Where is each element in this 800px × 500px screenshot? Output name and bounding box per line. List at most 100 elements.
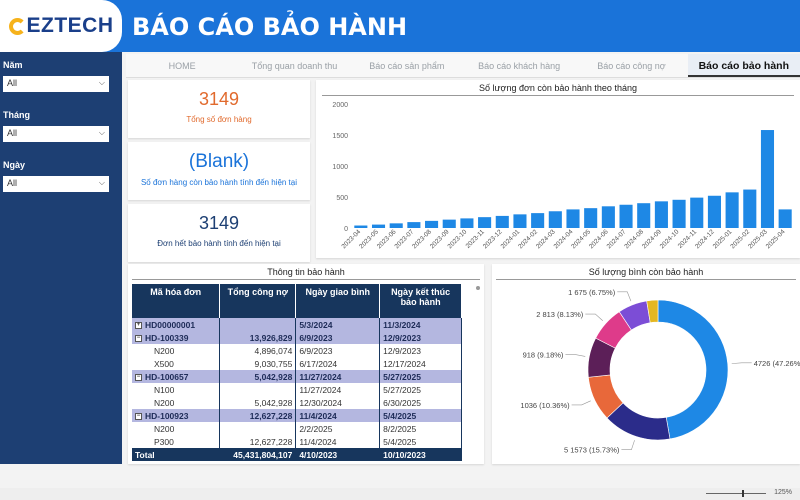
table-cell [219, 422, 297, 435]
cell-text: 12/9/2023 [383, 345, 421, 356]
cell-text: 5,042,928 [254, 371, 293, 382]
table-cell: N200 [132, 344, 221, 357]
bar[interactable] [778, 209, 792, 228]
slice-label: 4726 (47.26%) [754, 359, 800, 368]
table-row[interactable]: N100 11/27/2024 5/27/2025 [132, 383, 462, 396]
table-cell: 5/4/2025 [379, 435, 462, 448]
plus-icon[interactable]: + [135, 321, 142, 329]
table-row[interactable]: P300 12,627,228 11/4/2024 5/4/2025 [132, 435, 462, 448]
bar[interactable] [354, 225, 368, 228]
bar[interactable] [584, 208, 598, 228]
y-tick-label: 2000 [332, 102, 348, 109]
kpi-label: Tổng số đơn hàng [186, 115, 252, 124]
total-cell: Total [132, 448, 221, 461]
cell-text: 5/27/2025 [383, 384, 421, 395]
bar[interactable] [478, 217, 492, 228]
bar[interactable] [513, 214, 527, 228]
col-warranty-end[interactable]: Ngày kết thúc bảo hành [379, 284, 462, 318]
day-filter-dropdown[interactable]: All ⌵ [3, 176, 109, 192]
eztech-logo: EZTECH [0, 0, 122, 52]
cell-text: 6/9/2023 [299, 332, 333, 343]
col-total-debt[interactable]: Tổng công nợ [219, 284, 297, 318]
bar[interactable] [672, 199, 686, 228]
tab-debt-report[interactable]: Báo cáo công nợ [597, 61, 666, 71]
bar[interactable] [371, 224, 386, 228]
tab-product-report[interactable]: Báo cáo sản phẩm [369, 61, 445, 71]
warranty-info-table-panel: Thông tin bảo hành Mã hóa đơn Tổng công … [128, 264, 484, 464]
table-cell: 12,627,228 [219, 435, 297, 448]
bar[interactable] [531, 213, 545, 228]
cell-text: HD-100657 [145, 371, 189, 382]
table-header-row: Mã hóa đơn Tổng công nợ Ngày giao bình N… [132, 284, 462, 318]
bar[interactable] [460, 218, 474, 228]
year-filter-dropdown[interactable]: All ⌵ [3, 76, 109, 92]
cell-text: 12/30/2024 [299, 397, 342, 408]
kpi-card-total-orders: 3149 Tổng số đơn hàng [128, 80, 310, 138]
total-cell: 4/10/2023 [295, 448, 381, 461]
cell-text: N200 [154, 397, 175, 408]
donut-slice[interactable] [657, 299, 729, 440]
zoom-slider-thumb[interactable] [742, 490, 744, 497]
minus-icon[interactable]: − [135, 373, 142, 381]
tab-revenue-overview[interactable]: Tổng quan doanh thu [251, 61, 338, 71]
bar[interactable] [566, 209, 580, 228]
table-scrollbar[interactable] [476, 286, 480, 290]
minus-icon[interactable]: − [135, 412, 142, 420]
cell-text: X500 [154, 358, 174, 369]
bar[interactable] [637, 203, 651, 228]
bar[interactable] [425, 220, 439, 228]
table-cell: 2/2/2025 [295, 422, 381, 435]
zoom-slider-track[interactable] [706, 493, 766, 494]
bar[interactable] [389, 223, 403, 228]
table-group-row[interactable]: − HD-100657 5,042,928 11/27/2024 5/27/2025 [132, 370, 462, 383]
table-row[interactable]: N200 5,042,928 12/30/2024 6/30/2025 [132, 396, 462, 409]
bar[interactable] [654, 201, 668, 228]
table-row[interactable]: N200 4,896,074 6/9/2023 12/9/2023 [132, 344, 462, 357]
minus-icon[interactable]: − [135, 334, 142, 342]
tab-customer-report[interactable]: Báo cáo khách hàng [478, 61, 561, 71]
bar[interactable] [601, 206, 615, 228]
status-bar: 125% [0, 488, 800, 500]
table-cell: 8/2/2025 [379, 422, 462, 435]
tab-home[interactable]: HOME [168, 61, 196, 71]
warranty-table: Mã hóa đơn Tổng công nợ Ngày giao bình N… [132, 284, 462, 461]
bar[interactable] [407, 222, 421, 228]
table-cell: 6/30/2025 [379, 396, 462, 409]
bar[interactable] [743, 189, 757, 228]
bar[interactable] [690, 197, 704, 228]
col-invoice-id[interactable]: Mã hóa đơn [132, 284, 221, 318]
cell-text: 11/4/2024 [299, 410, 337, 421]
table-cell: 5/27/2025 [379, 383, 462, 396]
bar[interactable] [725, 192, 739, 228]
slice-label: 1036 (10.36%) [520, 401, 570, 410]
bar[interactable] [495, 215, 509, 228]
cell-text: 4,896,074 [254, 345, 293, 356]
leader-line [565, 354, 586, 357]
cell-text: N100 [154, 384, 175, 395]
table-group-row[interactable]: − HD-100339 13,926,829 6/9/2023 12/9/2023 [132, 331, 462, 344]
donut-slice[interactable] [646, 299, 659, 323]
table-cell: + HD00000001 [132, 318, 221, 331]
table-group-row[interactable]: − HD-100923 12,627,228 11/4/2024 5/4/2025 [132, 409, 462, 422]
table-group-row[interactable]: + HD00000001 5/3/2024 11/3/2024 [132, 318, 462, 331]
table-row[interactable]: X500 9,030,755 6/17/2024 12/17/2024 [132, 357, 462, 370]
table-row[interactable]: N200 2/2/2025 8/2/2025 [132, 422, 462, 435]
month-filter-dropdown[interactable]: All ⌵ [3, 126, 109, 142]
cell-text: 5/27/2025 [383, 371, 421, 382]
table-cell: 5/27/2025 [379, 370, 462, 383]
bar[interactable] [442, 219, 456, 228]
bar[interactable] [707, 195, 721, 228]
y-tick-label: 1500 [332, 133, 348, 140]
cell-text: 11/3/2024 [383, 319, 421, 330]
cell-text: HD-100923 [145, 410, 189, 421]
table-cell: P300 [132, 435, 221, 448]
col-delivery-date[interactable]: Ngày giao bình [295, 284, 381, 318]
kpi-card-expired-warranty: 3149 Đơn hết bảo hành tính đến hiện tại [128, 204, 310, 262]
cell-text: 12,627,228 [249, 410, 293, 421]
bar[interactable] [760, 130, 775, 228]
bar[interactable] [619, 204, 633, 228]
cell-text: 12/9/2023 [383, 332, 421, 343]
tab-warranty-report[interactable]: Báo cáo bảo hành [687, 54, 800, 77]
bar[interactable] [548, 211, 562, 228]
leader-line [731, 362, 752, 364]
